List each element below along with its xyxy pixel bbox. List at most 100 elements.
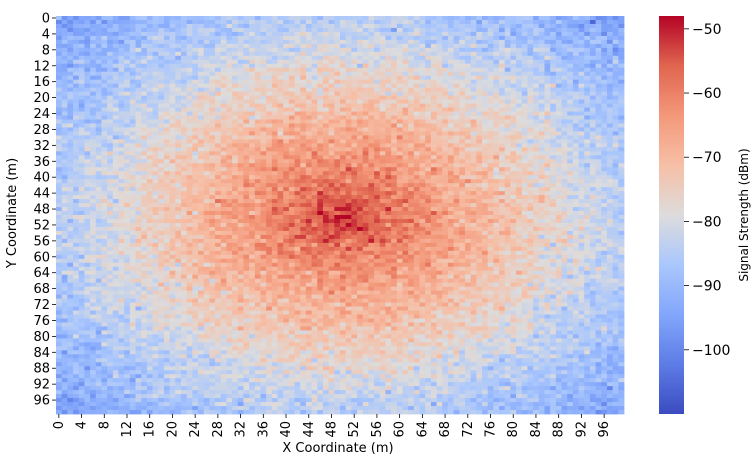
heatmap-cell — [175, 31, 182, 37]
heatmap-cell — [243, 147, 250, 152]
heatmap-cell — [601, 211, 608, 216]
heatmap-cell — [606, 63, 614, 69]
heatmap-cell — [618, 55, 625, 61]
heatmap-cell — [146, 19, 153, 25]
heatmap-cell — [447, 135, 454, 140]
heatmap-cell — [550, 16, 557, 21]
heatmap-cell — [413, 147, 420, 152]
heatmap-cell — [362, 131, 369, 136]
heatmap-cell — [436, 127, 443, 132]
heatmap-cell — [544, 211, 551, 216]
heatmap-cell — [453, 47, 460, 53]
heatmap-cell — [555, 151, 562, 156]
heatmap-cell — [237, 63, 244, 69]
heatmap-cell — [56, 211, 63, 216]
heatmap-cell — [374, 155, 381, 160]
heatmap-cell — [555, 91, 562, 96]
heatmap-cell — [283, 79, 290, 85]
heatmap-cell — [249, 19, 256, 25]
heatmap-cell — [499, 115, 506, 120]
heatmap-cell — [362, 16, 369, 21]
heatmap-cell — [362, 23, 369, 29]
heatmap-cell — [419, 43, 426, 49]
heatmap-cell — [391, 43, 398, 49]
heatmap-cell — [538, 55, 545, 61]
heatmap-cell — [606, 203, 614, 208]
heatmap-cell — [180, 155, 188, 160]
heatmap-cell — [413, 107, 420, 112]
heatmap-cell — [249, 16, 256, 21]
heatmap-cell — [521, 71, 528, 77]
heatmap-cell — [249, 99, 256, 104]
heatmap-cell — [73, 71, 80, 77]
heatmap-cell — [163, 67, 170, 73]
heatmap-cell — [107, 191, 114, 196]
heatmap-cell — [430, 95, 437, 100]
heatmap-cell — [175, 67, 182, 73]
heatmap-cell — [459, 71, 466, 77]
heatmap-cell — [476, 51, 483, 57]
heatmap-cell — [277, 35, 284, 41]
heatmap-cell — [215, 175, 222, 180]
heatmap-cell — [112, 95, 119, 100]
heatmap-cell — [482, 167, 489, 172]
heatmap-cell — [510, 119, 517, 124]
heatmap-cell — [470, 99, 477, 104]
heatmap-cell — [169, 175, 176, 180]
heatmap-cell — [67, 111, 74, 116]
heatmap-cell — [430, 35, 437, 41]
heatmap-cell — [425, 203, 432, 208]
heatmap-cell — [107, 43, 114, 49]
heatmap-cell — [447, 107, 454, 112]
heatmap-cell — [237, 207, 244, 212]
heatmap-cell — [152, 95, 159, 100]
heatmap-cell — [379, 95, 386, 100]
heatmap-cell — [175, 47, 182, 53]
heatmap-cell — [300, 151, 307, 156]
heatmap-cell — [362, 143, 369, 148]
heatmap-cell — [578, 27, 585, 33]
heatmap-cell — [90, 179, 97, 184]
heatmap-cell — [294, 203, 301, 208]
heatmap-cell — [340, 31, 347, 37]
heatmap-cell — [595, 167, 602, 172]
heatmap-cell — [90, 127, 97, 132]
heatmap-cell — [425, 27, 432, 33]
heatmap-cell — [328, 191, 335, 196]
heatmap-cell — [408, 91, 415, 96]
heatmap-cell — [328, 23, 335, 29]
heatmap-cell — [283, 115, 290, 120]
heatmap-cell — [351, 83, 358, 89]
heatmap-cell — [589, 211, 596, 216]
heatmap-cell — [391, 195, 398, 200]
heatmap-cell — [311, 19, 318, 25]
heatmap-cell — [425, 35, 432, 41]
heatmap-cell — [538, 147, 545, 152]
heatmap-cell — [129, 67, 136, 73]
heatmap-cell — [374, 27, 381, 33]
heatmap-cell — [220, 115, 227, 120]
heatmap-cell — [464, 151, 472, 156]
heatmap-cell — [442, 151, 449, 156]
heatmap-cell — [215, 195, 222, 200]
heatmap-cell — [402, 99, 409, 104]
heatmap-cell — [595, 211, 602, 216]
heatmap-cell — [470, 39, 477, 45]
heatmap-cell — [396, 163, 403, 168]
heatmap-cell — [107, 211, 114, 216]
heatmap-cell — [169, 195, 176, 200]
heatmap-cell — [504, 159, 511, 164]
heatmap-cell — [118, 143, 125, 148]
heatmap-cell — [135, 47, 142, 53]
heatmap-cell — [362, 19, 369, 25]
heatmap-cell — [396, 159, 403, 164]
heatmap-cell — [215, 35, 222, 41]
heatmap-cell — [555, 39, 562, 45]
heatmap-cell — [192, 159, 199, 164]
heatmap-cell — [158, 155, 165, 160]
heatmap-cell — [101, 139, 108, 144]
heatmap-cell — [101, 111, 108, 116]
heatmap-cell — [493, 139, 500, 144]
heatmap-cell — [345, 203, 352, 208]
heatmap-cell — [294, 155, 301, 160]
